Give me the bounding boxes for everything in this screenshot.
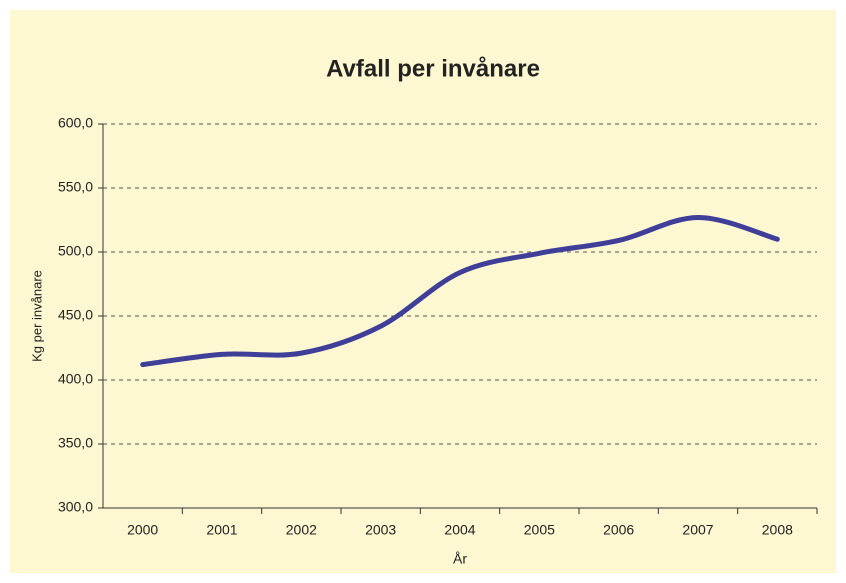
x-tick-label: 2007: [682, 522, 713, 538]
y-tick-label: 350,0: [58, 435, 93, 451]
data-line: [140, 214, 780, 368]
chart-background: [10, 10, 836, 573]
y-tick-label: 300,0: [58, 499, 93, 515]
y-tick-label: 550,0: [58, 179, 93, 195]
x-tick-label: 2003: [365, 522, 396, 538]
y-tick-label: 450,0: [58, 307, 93, 323]
y-tick-label: 600,0: [58, 115, 93, 131]
y-axis-label: Kg per invånare: [29, 270, 44, 362]
x-tick-label: 2002: [286, 522, 317, 538]
x-tick-label: 2000: [127, 522, 158, 538]
y-tick-label: 400,0: [58, 371, 93, 387]
x-axis-label: År: [453, 551, 467, 567]
x-tick-label: 2001: [206, 522, 237, 538]
x-tick-label: 2008: [762, 522, 793, 538]
x-tick-label: 2004: [444, 522, 475, 538]
chart-title: Avfall per invånare: [326, 55, 540, 82]
x-tick-label: 2005: [524, 522, 555, 538]
y-tick-label: 500,0: [58, 243, 93, 259]
x-tick-label: 2006: [603, 522, 634, 538]
